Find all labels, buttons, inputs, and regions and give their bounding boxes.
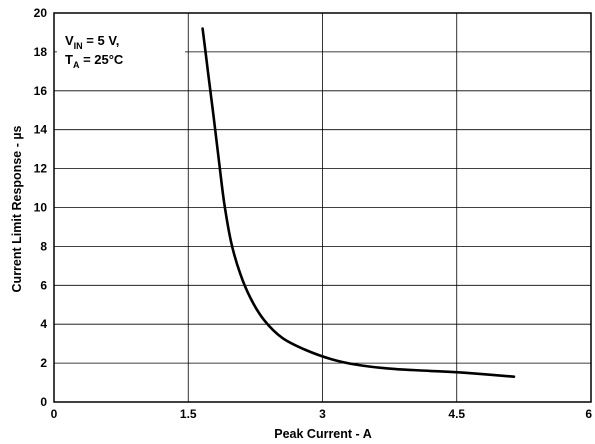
annotation-ta-sub: A [73, 60, 80, 70]
y-tick-label: 10 [34, 201, 48, 215]
x-tick-label: 0 [51, 407, 58, 421]
x-tick-label: 3 [319, 407, 326, 421]
y-tick-label: 8 [40, 239, 47, 253]
annotation-vin-sub: IN [74, 41, 83, 51]
y-tick-label: 4 [40, 317, 47, 331]
y-tick-label: 20 [34, 6, 48, 20]
y-axis-label: Current Limit Response - µs [10, 125, 24, 292]
response-curve [201, 27, 516, 378]
annotation-ta: TA = 25°C [65, 52, 124, 70]
annotation-ta-var: T [65, 52, 73, 67]
annotation-background [57, 17, 185, 73]
y-tick-label: 12 [34, 162, 48, 176]
y-tick-label: 16 [34, 84, 48, 98]
x-tick-labels: 0 1.5 3 4.5 6 [51, 407, 593, 421]
y-tick-label: 2 [40, 356, 47, 370]
y-tick-label: 0 [40, 395, 47, 409]
x-tick-label: 4.5 [448, 407, 465, 421]
plot-frame [53, 12, 592, 403]
y-tick-label: 18 [34, 45, 48, 59]
y-tick-label: 6 [40, 278, 47, 292]
x-tick-label: 1.5 [180, 407, 197, 421]
annotation-vin: VIN = 5 V, [65, 33, 119, 51]
annotation-vin-rest: = 5 V, [83, 33, 120, 48]
y-tick-labels: 0 2 4 6 8 10 12 14 16 18 20 [34, 6, 48, 409]
x-axis-label: Peak Current - A [274, 427, 371, 441]
annotation-ta-rest: = 25°C [79, 52, 123, 67]
x-tick-label: 6 [585, 407, 592, 421]
annotation-vin-var: V [65, 33, 74, 48]
y-tick-label: 14 [34, 123, 48, 137]
